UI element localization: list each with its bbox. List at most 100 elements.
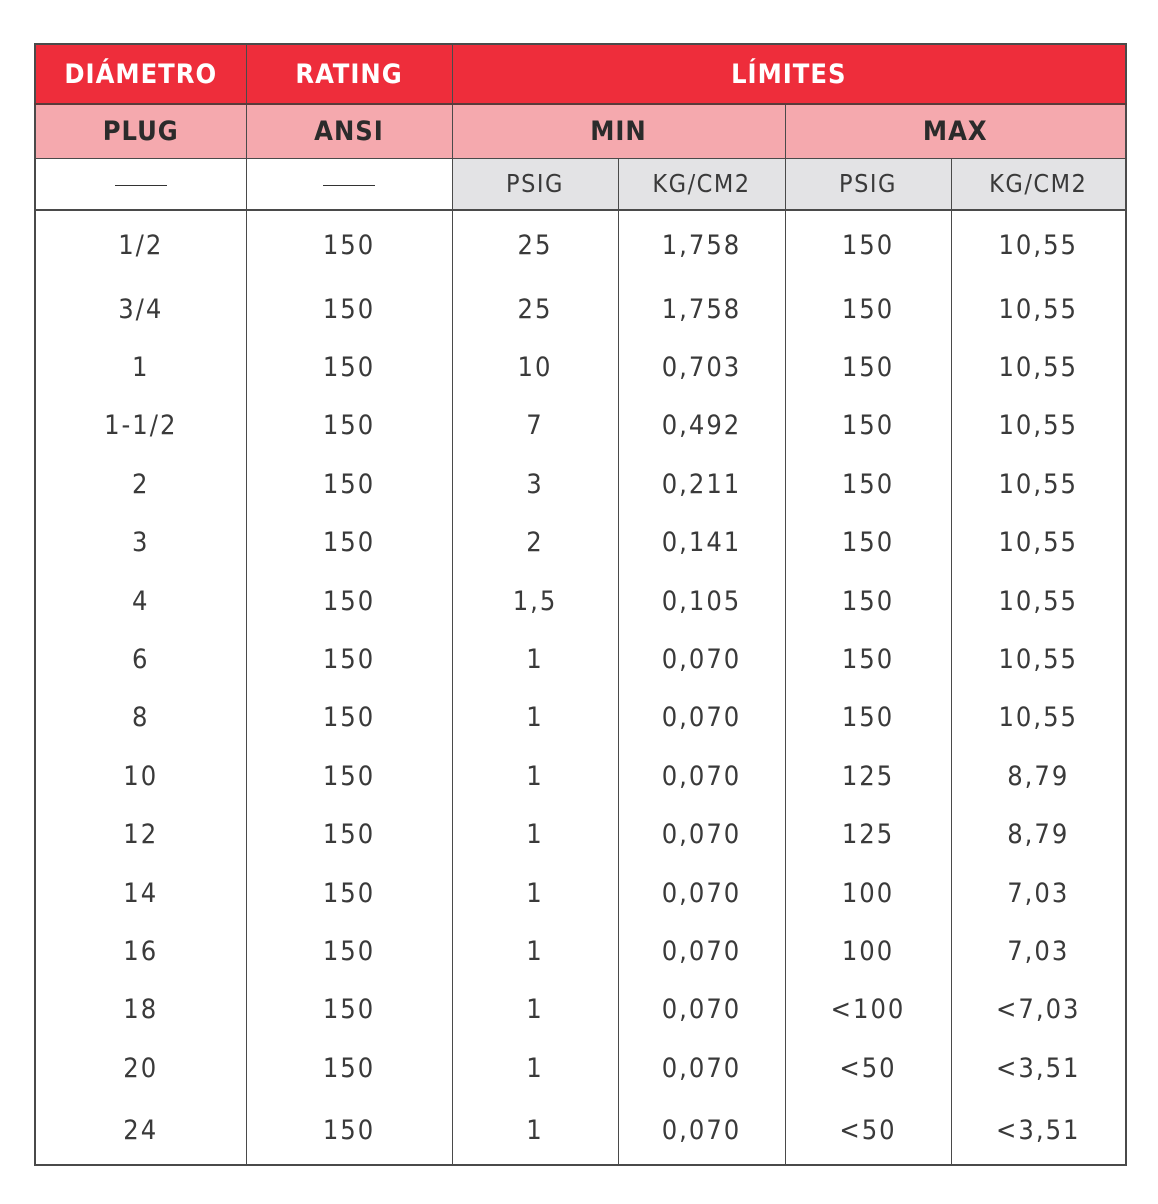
header-limites: LÍMITES <box>451 44 1127 105</box>
table-row: 3/4 150 25 1,758 150 10,55 <box>34 280 1127 339</box>
cell-max-psig: <50 <box>784 1097 952 1166</box>
cell-rating: 150 <box>245 513 453 572</box>
unit-max-kgcm2: KG/CM2 <box>950 158 1127 211</box>
cell-max-kgcm2: 10,55 <box>950 571 1127 631</box>
unit-min-kgcm2: KG/CM2 <box>617 158 786 211</box>
cell-diametro: 10 <box>34 747 247 806</box>
cell-max-psig: 150 <box>784 571 952 631</box>
header-row-sub: PLUG ANSI MIN MAX <box>34 104 1127 159</box>
cell-rating: 150 <box>245 571 453 631</box>
table-row: 16 150 1 0,070 100 7,03 <box>34 922 1127 981</box>
cell-min-psig: 1 <box>451 630 619 689</box>
cell-diametro: 20 <box>34 1039 247 1098</box>
cell-min-psig: 25 <box>451 280 619 339</box>
cell-max-psig: 125 <box>784 747 952 806</box>
dash-line <box>114 184 167 186</box>
cell-rating: 150 <box>245 280 453 339</box>
header-row-main: DIÁMETRO RATING LÍMITES <box>34 44 1127 105</box>
cell-min-psig: 7 <box>451 396 619 456</box>
unit-cell-blank-diametro <box>34 158 247 211</box>
header-max: MAX <box>784 104 1127 159</box>
cell-min-psig: 1 <box>451 1039 619 1098</box>
cell-rating: 150 <box>245 747 453 806</box>
table-row: 12 150 1 0,070 125 8,79 <box>34 805 1127 864</box>
header-rating: RATING <box>245 44 453 105</box>
cell-diametro: 16 <box>34 922 247 981</box>
cell-max-kgcm2: 10,55 <box>950 396 1127 456</box>
table-header: DIÁMETRO RATING LÍMITES PLUG ANSI MIN MA… <box>34 44 1127 211</box>
cell-min-psig: 1 <box>451 980 619 1040</box>
cell-min-kgcm2: 0,070 <box>617 688 786 748</box>
cell-rating: 150 <box>245 338 453 397</box>
cell-min-kgcm2: 0,070 <box>617 1097 786 1166</box>
cell-min-psig: 1 <box>451 863 619 923</box>
header-min: MIN <box>451 104 786 159</box>
cell-max-kgcm2: 10,55 <box>950 688 1127 748</box>
cell-min-psig: 3 <box>451 455 619 514</box>
cell-min-psig: 2 <box>451 513 619 572</box>
cell-min-kgcm2: 0,070 <box>617 805 786 864</box>
cell-max-psig: 150 <box>784 338 952 397</box>
cell-rating: 150 <box>245 922 453 981</box>
cell-rating: 150 <box>245 688 453 748</box>
pressure-limits-table: DIÁMETRO RATING LÍMITES PLUG ANSI MIN MA… <box>34 43 1128 1167</box>
header-ansi: ANSI <box>245 104 453 159</box>
cell-max-kgcm2: 10,55 <box>950 455 1127 514</box>
cell-max-psig: 150 <box>784 513 952 572</box>
cell-min-psig: 1 <box>451 747 619 806</box>
cell-min-psig: 25 <box>451 210 619 280</box>
cell-min-kgcm2: 0,070 <box>617 980 786 1040</box>
cell-diametro: 8 <box>34 688 247 748</box>
table-row: 8 150 1 0,070 150 10,55 <box>34 688 1127 748</box>
cell-max-kgcm2: 8,79 <box>950 747 1127 806</box>
table-body: 1/2 150 25 1,758 150 10,55 3/4 150 25 1,758 150 10,… <box>34 210 1127 1166</box>
cell-max-kgcm2: 7,03 <box>950 863 1127 923</box>
cell-max-psig: 150 <box>784 280 952 339</box>
cell-min-kgcm2: 0,070 <box>617 1039 786 1098</box>
cell-max-psig: <100 <box>784 980 952 1040</box>
cell-max-psig: 100 <box>784 863 952 923</box>
cell-diametro: 14 <box>34 863 247 923</box>
cell-rating: 150 <box>245 863 453 923</box>
cell-max-psig: 125 <box>784 805 952 864</box>
table-row: 14 150 1 0,070 100 7,03 <box>34 863 1127 923</box>
unit-max-psig: PSIG <box>784 158 952 211</box>
cell-min-kgcm2: 0,211 <box>617 455 786 514</box>
cell-diametro: 18 <box>34 980 247 1040</box>
cell-max-kgcm2: 10,55 <box>950 513 1127 572</box>
cell-min-psig: 1 <box>451 688 619 748</box>
table-row: 1 150 10 0,703 150 10,55 <box>34 338 1127 397</box>
cell-max-psig: <50 <box>784 1039 952 1098</box>
table-row: 1-1/2 150 7 0,492 150 10,55 <box>34 396 1127 456</box>
cell-diametro: 1/2 <box>34 210 247 280</box>
cell-rating: 150 <box>245 1039 453 1098</box>
cell-min-kgcm2: 0,070 <box>617 922 786 981</box>
cell-diametro: 4 <box>34 571 247 631</box>
cell-diametro: 1 <box>34 338 247 397</box>
cell-min-kgcm2: 1,758 <box>617 280 786 339</box>
cell-max-kgcm2: 10,55 <box>950 280 1127 339</box>
cell-max-psig: 150 <box>784 396 952 456</box>
header-diametro: DIÁMETRO <box>34 44 247 105</box>
cell-diametro: 2 <box>34 455 247 514</box>
cell-max-psig: 100 <box>784 922 952 981</box>
cell-min-psig: 1 <box>451 1097 619 1166</box>
unit-min-psig: PSIG <box>451 158 619 211</box>
header-plug: PLUG <box>34 104 247 159</box>
cell-rating: 150 <box>245 805 453 864</box>
cell-min-kgcm2: 0,070 <box>617 630 786 689</box>
table-row: 18 150 1 0,070 <100 <7,03 <box>34 980 1127 1040</box>
cell-min-kgcm2: 0,141 <box>617 513 786 572</box>
table-row: 20 150 1 0,070 <50 <3,51 <box>34 1039 1127 1098</box>
cell-min-kgcm2: 0,070 <box>617 863 786 923</box>
cell-min-kgcm2: 0,070 <box>617 747 786 806</box>
cell-max-kgcm2: 7,03 <box>950 922 1127 981</box>
cell-min-psig: 10 <box>451 338 619 397</box>
dash-line <box>323 184 375 186</box>
cell-rating: 150 <box>245 396 453 456</box>
cell-rating: 150 <box>245 1097 453 1166</box>
cell-max-kgcm2: 10,55 <box>950 338 1127 397</box>
cell-max-psig: 150 <box>784 455 952 514</box>
cell-min-psig: 1 <box>451 922 619 981</box>
cell-diametro: 3 <box>34 513 247 572</box>
